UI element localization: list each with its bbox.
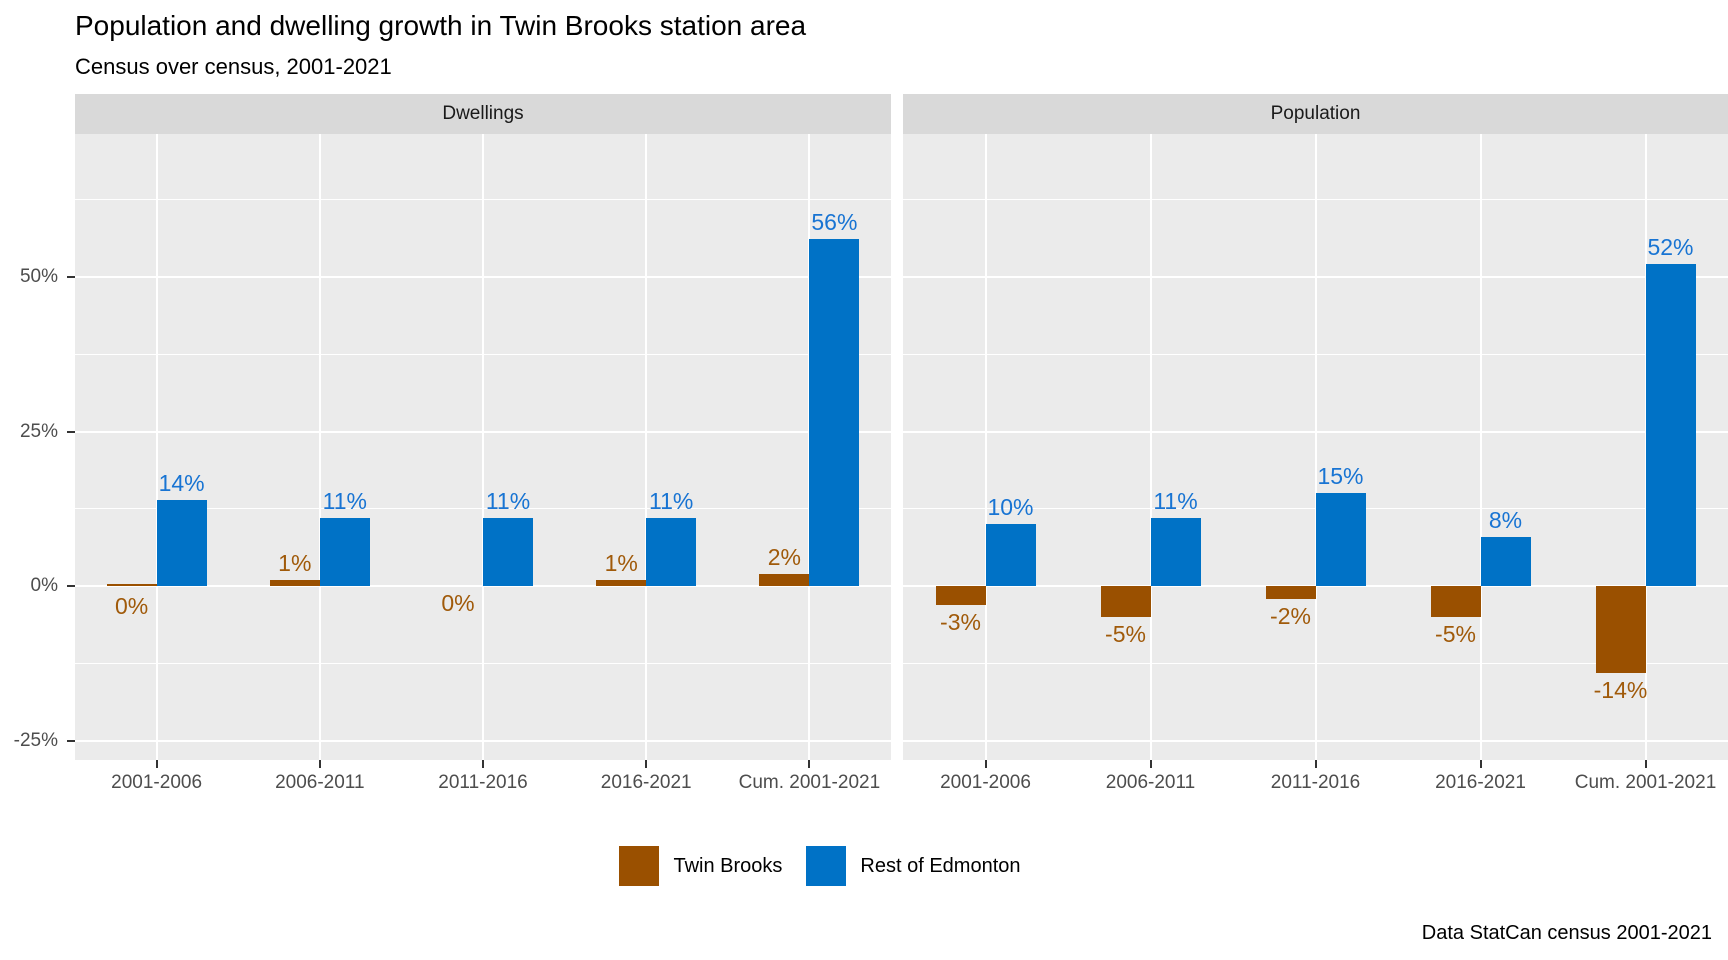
bar-label: -5% — [1435, 621, 1476, 648]
x-axis-tick — [984, 760, 987, 768]
x-axis-tick — [318, 760, 321, 768]
bar-label: 11% — [485, 488, 531, 515]
bar-label: 8% — [1488, 506, 1523, 533]
x-axis-tick — [155, 760, 158, 768]
bar-twin-brooks — [269, 580, 320, 587]
x-axis-label: 2016-2021 — [600, 772, 692, 793]
facet-strip-population: Population — [903, 94, 1728, 134]
facet-panel-dwellings: 0% 1% 0% 1% 2% 14% 11% 11% 11% 56% — [75, 134, 891, 760]
x-axis-label: Cum. 2001-2021 — [738, 772, 881, 793]
bar-label: 11% — [1153, 488, 1198, 515]
y-axis-tick — [67, 740, 75, 743]
bar-label: -5% — [1105, 621, 1146, 648]
bar-rest-of-edmonton — [1315, 493, 1366, 587]
bar-label: 2% — [767, 544, 802, 571]
bar-rest-of-edmonton — [1480, 536, 1531, 587]
x-axis-tick — [645, 760, 648, 768]
x-axis-label: 2011-2016 — [438, 772, 528, 793]
bar-rest-of-edmonton — [809, 239, 860, 587]
bar-label: 56% — [811, 209, 858, 236]
bar-rest-of-edmonton — [646, 518, 697, 587]
facet-strip-label: Population — [1270, 103, 1361, 124]
bar-label: 11% — [322, 488, 367, 515]
legend: Twin Brooks Rest of Edmonton — [0, 846, 1640, 886]
x-axis-label: 2006-2011 — [275, 772, 365, 793]
bar-label: -3% — [940, 609, 981, 636]
gridline-v — [645, 134, 648, 760]
x-axis-tick — [482, 760, 484, 768]
legend-label-rest-of-edmonton: Rest of Edmonton — [860, 854, 1021, 877]
bar-rest-of-edmonton — [1645, 264, 1696, 587]
legend-label-twin-brooks: Twin Brooks — [673, 854, 783, 877]
x-axis-tick — [1314, 760, 1317, 768]
bar-twin-brooks — [935, 586, 986, 606]
x-axis-tick — [1479, 760, 1482, 768]
chart-subtitle: Census over census, 2001-2021 — [75, 54, 392, 79]
x-axis-label: 2001-2006 — [940, 772, 1031, 793]
gridline-v — [1149, 134, 1152, 760]
x-axis-label: 2016-2021 — [1435, 772, 1526, 793]
gridline-v — [984, 134, 987, 760]
x-axis-label: 2006-2011 — [1105, 772, 1196, 793]
bar-label: 14% — [158, 469, 205, 496]
x-axis-tick — [808, 760, 811, 768]
gridline-v — [318, 134, 321, 760]
bar-label: 0% — [114, 592, 149, 619]
y-axis-label: -25% — [13, 730, 58, 752]
gridline-v — [1314, 134, 1317, 760]
bar-rest-of-edmonton — [156, 499, 207, 587]
bar-rest-of-edmonton — [319, 518, 370, 587]
bar-twin-brooks — [1595, 586, 1646, 674]
bar-twin-brooks — [1100, 586, 1151, 618]
facet-panel-population: -3% -5% -2% -5% -14% 10% 11% 15% 8% 52% — [903, 134, 1728, 760]
legend-item-twin-brooks: Twin Brooks — [619, 846, 782, 886]
gridline-v — [482, 134, 484, 760]
bar-label: 52% — [1647, 234, 1694, 261]
x-axis-label: 2001-2006 — [111, 772, 203, 793]
bar-label: 10% — [987, 494, 1034, 521]
bar-rest-of-edmonton — [483, 518, 533, 587]
facet-strip-dwellings: Dwellings — [75, 94, 891, 134]
x-axis-label: Cum. 2001-2021 — [1574, 772, 1717, 793]
bar-twin-brooks — [106, 583, 157, 587]
bar-rest-of-edmonton — [1150, 518, 1201, 587]
x-axis-tick — [1149, 760, 1152, 768]
gridline-v — [1479, 134, 1482, 760]
y-axis-tick — [67, 430, 75, 433]
y-axis-label: 25% — [19, 420, 58, 442]
bar-label: -14% — [1593, 677, 1648, 704]
bar-label: -2% — [1270, 602, 1311, 629]
y-axis-label: 50% — [19, 265, 58, 287]
bar-label: 1% — [604, 550, 638, 577]
bar-label: 0% — [441, 590, 475, 617]
bar-twin-brooks — [596, 580, 647, 587]
gridline-v — [155, 134, 158, 760]
y-axis-tick — [67, 275, 75, 278]
bar-twin-brooks — [759, 574, 810, 587]
y-axis-label: 0% — [30, 575, 58, 597]
legend-key-swatch-twin-brooks — [619, 846, 660, 886]
bar-label: 1% — [278, 550, 312, 577]
chart-title: Population and dwelling growth in Twin B… — [75, 10, 807, 41]
legend-item-rest-of-edmonton: Rest of Edmonton — [806, 846, 1021, 886]
x-axis-tick — [1644, 760, 1647, 768]
x-axis-label: 2011-2016 — [1270, 772, 1361, 793]
bar-twin-brooks — [1265, 586, 1316, 599]
bar-label: 15% — [1317, 463, 1364, 490]
data-source-caption: Data StatCan census 2001-2021 — [1421, 922, 1712, 944]
bar-rest-of-edmonton — [985, 524, 1036, 587]
y-axis-tick — [67, 585, 75, 588]
legend-key-swatch-rest-of-edmonton — [806, 846, 847, 886]
facet-strip-label: Dwellings — [442, 103, 524, 124]
bar-label: 11% — [649, 488, 694, 515]
bar-twin-brooks — [1430, 586, 1481, 618]
